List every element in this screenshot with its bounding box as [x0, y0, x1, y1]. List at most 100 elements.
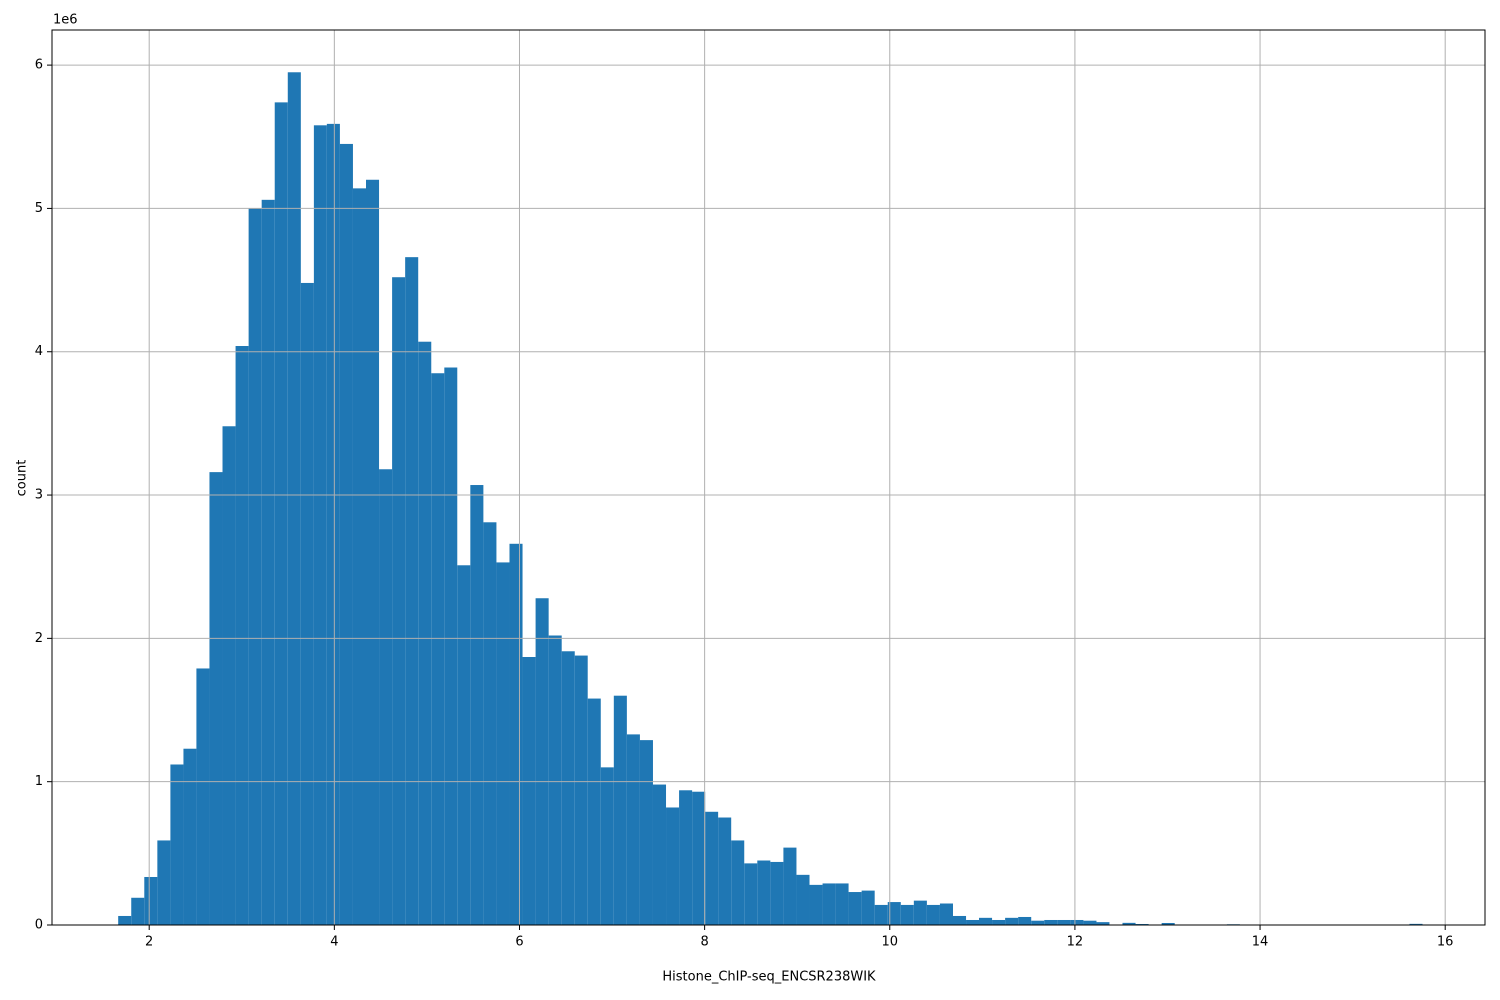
bar [209, 472, 223, 925]
bar [326, 123, 340, 925]
y-axis-label: count [15, 460, 30, 497]
bar [1057, 919, 1071, 925]
bar [183, 748, 197, 925]
x-tick-label: 6 [515, 935, 523, 950]
bar [274, 102, 288, 925]
bar [979, 917, 993, 925]
bar [248, 208, 262, 925]
bar [913, 900, 927, 925]
bar [287, 72, 301, 925]
bar [1083, 920, 1097, 925]
bar [861, 890, 875, 925]
x-tick-label: 10 [881, 935, 898, 950]
bar [196, 668, 210, 925]
bar [926, 904, 940, 925]
bar [444, 367, 458, 926]
bar [783, 847, 797, 925]
bar [561, 651, 575, 925]
bar [496, 562, 510, 925]
bar [770, 861, 784, 925]
bar [1135, 923, 1149, 925]
bar [718, 817, 732, 925]
bar [339, 143, 353, 925]
bar [418, 341, 432, 926]
bar [744, 863, 758, 925]
bar [352, 188, 367, 926]
bar [405, 257, 419, 926]
bar [587, 698, 601, 925]
bar [366, 179, 380, 926]
y-tick-label: 6 [35, 58, 43, 73]
y-tick-label: 4 [35, 344, 43, 359]
x-tick-label: 12 [1067, 935, 1084, 950]
bar [392, 277, 406, 925]
bar [600, 767, 614, 925]
bar [118, 915, 132, 925]
bar [222, 426, 236, 925]
bar [835, 883, 849, 925]
bar [1122, 922, 1136, 925]
y-offset-label: 1e6 [53, 13, 78, 28]
bar [261, 199, 275, 925]
bar [887, 902, 901, 925]
x-tick-label: 4 [330, 935, 338, 950]
bar [848, 892, 862, 925]
bar [1005, 917, 1019, 925]
bar [652, 784, 667, 925]
bar [679, 790, 693, 925]
y-tick-label: 5 [35, 201, 43, 216]
y-tick-label: 0 [35, 918, 43, 933]
bar [1070, 919, 1084, 925]
bar [900, 904, 914, 925]
bar [1409, 923, 1423, 925]
bar [1096, 922, 1110, 925]
x-tick-label: 16 [1437, 935, 1454, 950]
x-tick-label: 2 [145, 935, 153, 950]
bar [692, 791, 706, 925]
x-tick-label: 8 [700, 935, 708, 950]
y-tick-label: 3 [35, 488, 43, 503]
bar [379, 469, 393, 925]
bar [874, 904, 888, 925]
bar [809, 884, 823, 925]
bar [796, 874, 810, 925]
bar [535, 598, 549, 925]
bar [509, 543, 523, 925]
x-axis-label: Histone_ChIP-seq_ENCSR238WIK [662, 970, 876, 985]
bar [757, 860, 771, 925]
bar [313, 125, 327, 925]
x-tick-label: 14 [1252, 935, 1269, 950]
bar [952, 915, 967, 925]
bar [300, 282, 314, 926]
y-tick-label: 2 [35, 631, 43, 646]
bar [705, 811, 719, 925]
bar [574, 655, 588, 925]
bar [939, 903, 953, 925]
bar [639, 740, 653, 925]
bar [1018, 916, 1032, 925]
bar [431, 373, 445, 925]
y-tick-label: 1 [35, 774, 43, 789]
bar [966, 919, 980, 925]
bar [1161, 922, 1175, 925]
bar [613, 695, 627, 925]
bar [548, 635, 562, 925]
bar [1031, 920, 1045, 925]
bar [131, 897, 145, 925]
bar [1044, 919, 1058, 925]
bar [170, 764, 184, 925]
bar [731, 840, 745, 925]
bar [483, 522, 497, 925]
plot-frame [51, 29, 1486, 926]
bar [626, 734, 640, 925]
bar [470, 485, 484, 925]
bar [235, 346, 249, 926]
bar [666, 807, 680, 925]
bar [522, 657, 536, 925]
bar [144, 876, 158, 925]
bar [457, 565, 471, 925]
bar [157, 840, 171, 925]
bar [822, 883, 836, 925]
bar [992, 919, 1006, 925]
